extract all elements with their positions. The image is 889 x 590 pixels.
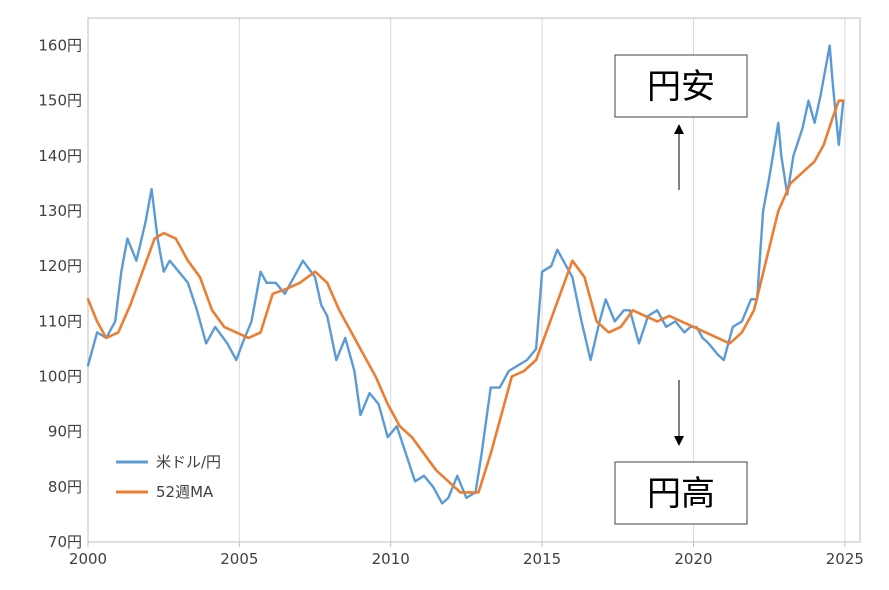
legend-label: 52週MA — [156, 483, 214, 501]
series-line-usdjpy — [86, 44, 845, 505]
x-tick-label: 2010 — [372, 550, 410, 568]
y-tick-label: 140円 — [38, 147, 82, 165]
plot-frame — [87, 17, 861, 543]
x-tick-label: 2020 — [674, 550, 712, 568]
y-tick-label: 120円 — [38, 257, 82, 275]
arrow-down-head — [674, 436, 684, 446]
y-tick-label: 160円 — [38, 37, 82, 55]
axes: 2000 2005 2010 2015 2020 2025 70円 80円 90円 100円 110… — [38, 17, 864, 568]
series-layer — [86, 44, 845, 505]
arrow-up-head — [674, 124, 684, 134]
series-line-ma52 — [86, 99, 845, 494]
x-tick-label: 2015 — [523, 550, 561, 568]
y-tick-label: 70円 — [48, 533, 82, 551]
x-tick-label: 2005 — [220, 550, 258, 568]
y-tick-label: 100円 — [38, 368, 82, 386]
x-tick-label: 2000 — [69, 550, 107, 568]
legend-label: 米ドル/円 — [156, 453, 221, 471]
y-tick-label: 80円 — [48, 478, 82, 496]
x-tick-label: 2025 — [826, 550, 864, 568]
legend: 米ドル/円 52週MA — [116, 453, 221, 501]
y-tick-label: 150円 — [38, 92, 82, 110]
y-tick-label: 110円 — [38, 312, 82, 330]
y-tick-label: 90円 — [48, 423, 82, 441]
annotation-label-yen-weak: 円安 — [647, 67, 715, 107]
y-tick-label: 130円 — [38, 202, 82, 220]
annotation-label-yen-strong: 円高 — [647, 474, 715, 514]
annotation-box-yen-strong — [614, 461, 748, 525]
annotation-box-yen-weak — [614, 54, 748, 118]
